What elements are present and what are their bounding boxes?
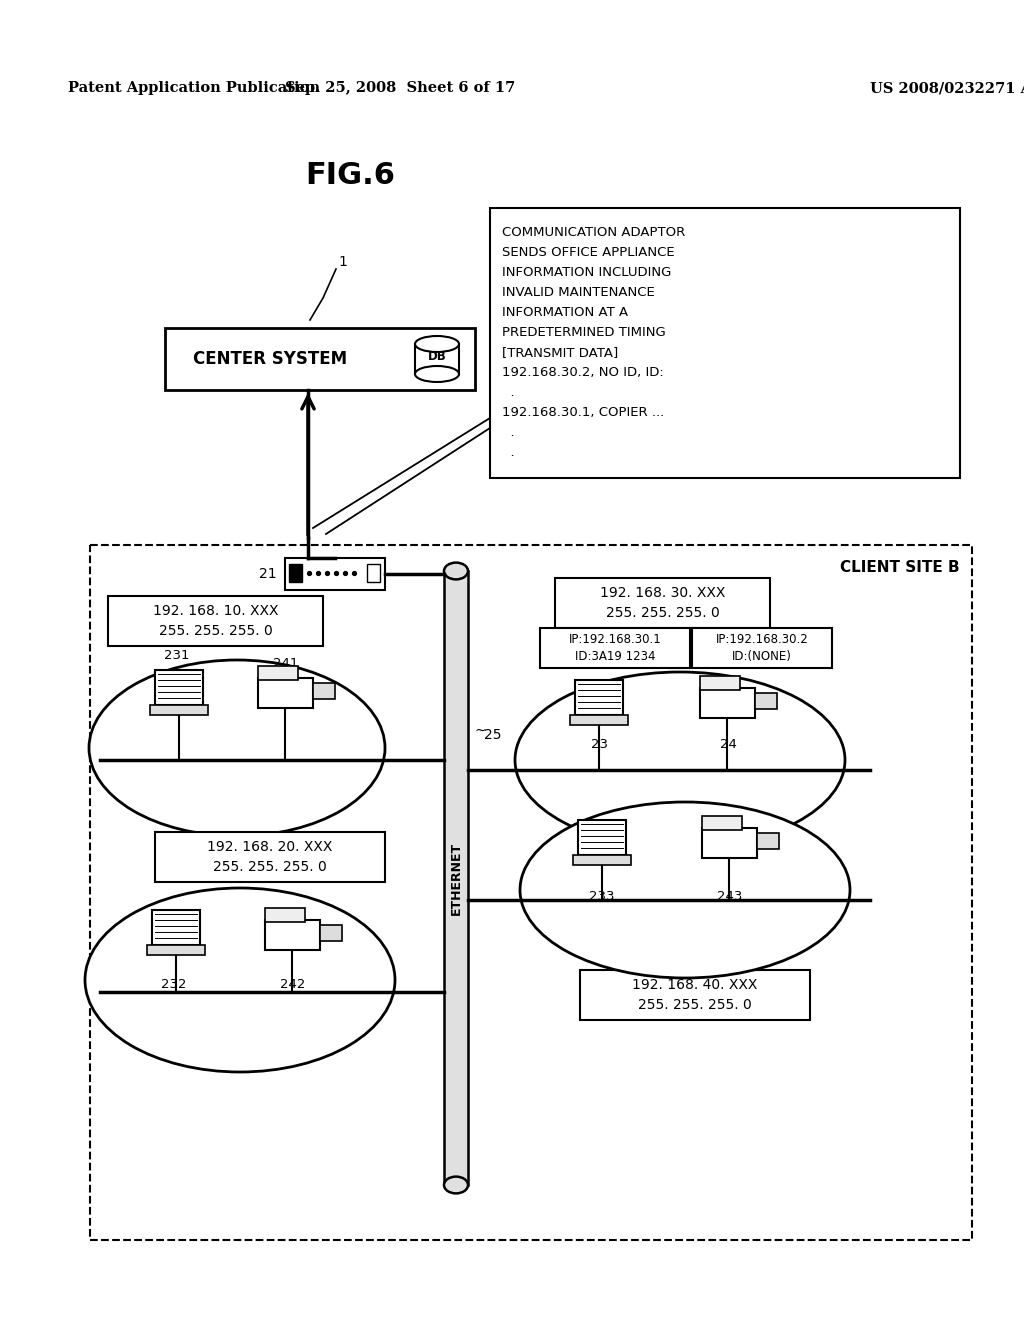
Text: ETHERNET: ETHERNET <box>450 841 463 915</box>
Bar <box>155 671 203 705</box>
Text: 192. 168. 40. XXX
255. 255. 255. 0: 192. 168. 40. XXX 255. 255. 255. 0 <box>632 978 758 1011</box>
Text: PREDETERMINED TIMING: PREDETERMINED TIMING <box>502 326 666 339</box>
Bar <box>367 564 380 582</box>
Ellipse shape <box>520 803 850 978</box>
Text: 243: 243 <box>718 890 742 903</box>
Ellipse shape <box>85 888 395 1072</box>
Text: 233: 233 <box>589 890 614 903</box>
Ellipse shape <box>415 366 459 381</box>
Text: 192.168.30.1, COPIER ...: 192.168.30.1, COPIER ... <box>502 407 665 418</box>
Text: 232: 232 <box>161 978 186 991</box>
Text: Sep. 25, 2008  Sheet 6 of 17: Sep. 25, 2008 Sheet 6 of 17 <box>285 81 515 95</box>
Text: CLIENT SITE B: CLIENT SITE B <box>841 560 961 574</box>
Text: 192. 168. 30. XXX
255. 255. 255. 0: 192. 168. 30. XXX 255. 255. 255. 0 <box>600 586 725 620</box>
Bar <box>575 680 623 715</box>
Text: IP:192.168.30.2
ID:(NONE): IP:192.168.30.2 ID:(NONE) <box>716 634 808 663</box>
Text: 192. 168. 10. XXX
255. 255. 255. 0: 192. 168. 10. XXX 255. 255. 255. 0 <box>153 605 279 638</box>
Bar <box>285 558 385 590</box>
Ellipse shape <box>444 562 468 579</box>
Bar <box>540 628 690 668</box>
Text: 241: 241 <box>273 657 299 671</box>
Bar <box>692 628 831 668</box>
Text: US 2008/0232271 A1: US 2008/0232271 A1 <box>870 81 1024 95</box>
Text: FIG.6: FIG.6 <box>305 161 395 190</box>
Text: COMMUNICATION ADAPTOR: COMMUNICATION ADAPTOR <box>502 226 685 239</box>
Bar <box>147 945 205 954</box>
Bar <box>265 908 305 921</box>
Ellipse shape <box>444 1176 468 1193</box>
Text: INFORMATION INCLUDING: INFORMATION INCLUDING <box>502 267 672 279</box>
Bar <box>155 832 385 882</box>
Bar <box>289 564 302 582</box>
Bar <box>490 209 961 478</box>
Bar <box>258 678 313 708</box>
Text: INVALID MAINTENANCE: INVALID MAINTENANCE <box>502 286 654 300</box>
Text: INFORMATION AT A: INFORMATION AT A <box>502 306 628 319</box>
Bar <box>258 667 298 680</box>
Text: 24: 24 <box>720 738 736 751</box>
Bar <box>578 820 626 855</box>
Text: [TRANSMIT DATA]: [TRANSMIT DATA] <box>502 346 618 359</box>
Bar <box>555 578 770 628</box>
Text: ~: ~ <box>474 723 485 738</box>
Text: 242: 242 <box>281 978 306 991</box>
Bar <box>265 920 319 950</box>
Bar <box>444 572 468 1185</box>
Ellipse shape <box>89 660 385 836</box>
Bar <box>165 327 475 389</box>
Text: 192.168.30.2, NO ID, ID:: 192.168.30.2, NO ID, ID: <box>502 366 664 379</box>
Bar <box>757 833 779 849</box>
Text: Patent Application Publication: Patent Application Publication <box>68 81 319 95</box>
Bar <box>573 855 631 865</box>
Text: .: . <box>502 385 515 399</box>
Bar <box>319 925 342 941</box>
Ellipse shape <box>415 337 459 352</box>
Bar <box>90 545 972 1239</box>
Bar <box>313 682 335 700</box>
Bar <box>702 816 742 830</box>
Bar <box>108 597 323 645</box>
Text: IP:192.168.30.1
ID:3A19 1234: IP:192.168.30.1 ID:3A19 1234 <box>568 634 662 663</box>
Text: 25: 25 <box>484 729 502 742</box>
Text: .: . <box>502 446 515 459</box>
Bar <box>702 828 757 858</box>
Bar <box>580 970 810 1020</box>
Bar <box>755 693 777 709</box>
Bar <box>152 909 200 945</box>
Bar <box>415 345 459 374</box>
Bar <box>570 715 628 725</box>
Text: 231: 231 <box>164 649 189 663</box>
Ellipse shape <box>515 672 845 847</box>
Text: SENDS OFFICE APPLIANCE: SENDS OFFICE APPLIANCE <box>502 246 675 259</box>
Text: 192. 168. 20. XXX
255. 255. 255. 0: 192. 168. 20. XXX 255. 255. 255. 0 <box>207 841 333 874</box>
Text: 1: 1 <box>338 255 347 269</box>
Bar <box>700 688 755 718</box>
Text: 23: 23 <box>591 738 607 751</box>
Bar <box>150 705 208 715</box>
Text: 21: 21 <box>259 568 278 581</box>
Text: CENTER SYSTEM: CENTER SYSTEM <box>193 350 347 368</box>
Text: .: . <box>502 426 515 440</box>
Bar <box>700 676 740 690</box>
Text: DB: DB <box>428 351 446 363</box>
